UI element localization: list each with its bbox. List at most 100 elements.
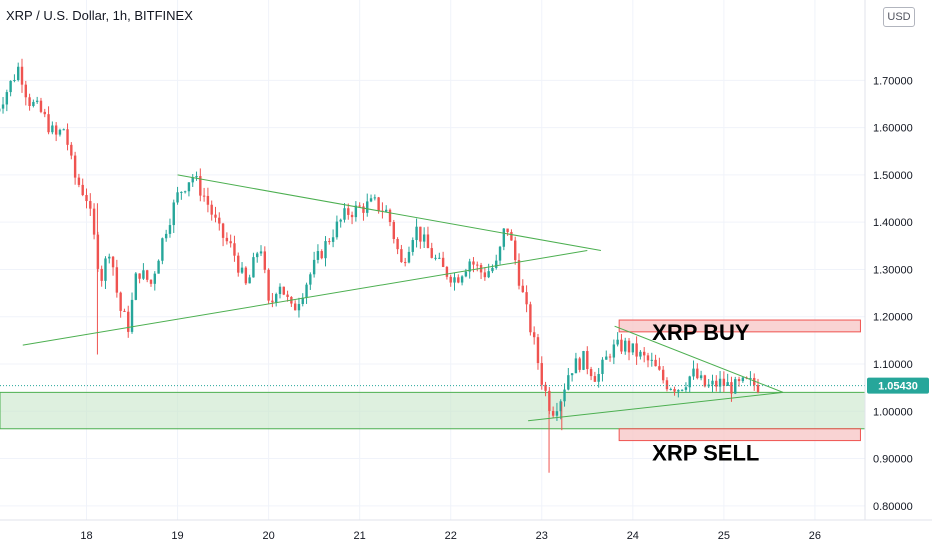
candle-body bbox=[36, 101, 38, 102]
price-tick-label: 1.00000 bbox=[873, 406, 913, 418]
candle-body bbox=[670, 389, 672, 390]
candle-body bbox=[734, 379, 736, 393]
candle-body bbox=[351, 215, 353, 217]
candle-body bbox=[267, 270, 269, 301]
candle-body bbox=[666, 380, 668, 389]
candle-body bbox=[286, 295, 288, 297]
candle-body bbox=[442, 258, 444, 267]
price-tick-label: 1.60000 bbox=[873, 123, 913, 135]
candle-body bbox=[590, 369, 592, 376]
candle-body bbox=[309, 274, 311, 284]
candle-body bbox=[245, 268, 247, 284]
candle-body bbox=[283, 287, 285, 295]
candle-body bbox=[757, 385, 759, 392]
candle-body bbox=[55, 125, 57, 134]
candle-body bbox=[457, 277, 459, 282]
candle-body bbox=[495, 261, 497, 268]
candle-body bbox=[180, 192, 182, 193]
price-tick-label: 1.50000 bbox=[873, 170, 913, 182]
candle-body bbox=[184, 191, 186, 192]
candle-body bbox=[651, 360, 653, 361]
candle-body bbox=[704, 375, 706, 386]
candle-body bbox=[51, 125, 53, 132]
candle-body bbox=[317, 251, 319, 260]
candle-body bbox=[157, 261, 159, 274]
candle-body bbox=[207, 196, 209, 205]
candle-body bbox=[226, 238, 228, 241]
candle-body bbox=[571, 373, 573, 375]
price-tick-label: 1.10000 bbox=[873, 359, 913, 371]
candle-body bbox=[529, 304, 531, 332]
candle-body bbox=[9, 81, 11, 92]
candle-body bbox=[332, 237, 334, 242]
candle-body bbox=[450, 277, 452, 283]
candle-body bbox=[419, 227, 421, 242]
candle-body bbox=[601, 360, 603, 374]
candle-body bbox=[525, 292, 527, 304]
candle-body bbox=[635, 343, 637, 356]
candle-body bbox=[628, 341, 630, 353]
candle-body bbox=[154, 274, 156, 284]
candle-body bbox=[321, 251, 323, 258]
candle-body bbox=[396, 239, 398, 249]
candle-body bbox=[491, 268, 493, 271]
candle-body bbox=[275, 294, 277, 302]
candle-body bbox=[142, 270, 144, 278]
candle-body bbox=[400, 249, 402, 262]
candle-body bbox=[431, 248, 433, 258]
candle-body bbox=[510, 232, 512, 240]
candle-body bbox=[176, 192, 178, 202]
candle-body bbox=[377, 197, 379, 210]
candle-body bbox=[161, 238, 163, 261]
candle-body bbox=[271, 301, 273, 303]
candle-body bbox=[78, 178, 80, 185]
candle-body bbox=[294, 304, 296, 311]
candle-body bbox=[723, 379, 725, 386]
candle-body bbox=[17, 67, 19, 80]
sell-zone-label: XRP SELL bbox=[652, 441, 759, 466]
candle-body bbox=[237, 256, 239, 273]
last-price-tag: 1.05430 bbox=[867, 378, 929, 394]
candle-body bbox=[681, 390, 683, 391]
candle-body bbox=[85, 195, 87, 201]
last-price-value: 1.05430 bbox=[878, 381, 918, 393]
time-tick-label: 23 bbox=[536, 530, 548, 542]
candle-body bbox=[195, 176, 197, 177]
candle-body bbox=[146, 270, 148, 280]
candle-body bbox=[28, 97, 30, 106]
candle-body bbox=[93, 209, 95, 235]
candle-body bbox=[313, 260, 315, 274]
candle-body bbox=[21, 67, 23, 85]
candle-body bbox=[620, 340, 622, 352]
candle-body bbox=[503, 229, 505, 247]
candle-body bbox=[252, 257, 254, 277]
candle-body bbox=[70, 145, 72, 156]
candle-body bbox=[700, 375, 702, 378]
candle-body bbox=[229, 241, 231, 243]
price-tick-label: 1.20000 bbox=[873, 312, 913, 324]
candle-body bbox=[25, 85, 27, 98]
time-tick-label: 26 bbox=[809, 530, 821, 542]
currency-button[interactable]: USD bbox=[883, 7, 915, 27]
candle-body bbox=[358, 206, 360, 207]
candle-body bbox=[339, 220, 341, 222]
candle-body bbox=[214, 215, 216, 218]
candle-body bbox=[82, 185, 84, 195]
candle-body bbox=[328, 241, 330, 242]
price-tick-label: 1.70000 bbox=[873, 75, 913, 87]
candle-body bbox=[552, 411, 554, 416]
candle-body bbox=[427, 234, 429, 248]
candle-body bbox=[404, 262, 406, 263]
time-axis-panel[interactable] bbox=[0, 520, 932, 550]
sell-zone bbox=[619, 429, 860, 441]
candle-body bbox=[537, 337, 539, 363]
candle-body bbox=[677, 390, 679, 392]
candle-body bbox=[188, 182, 190, 191]
candle-body bbox=[112, 257, 114, 268]
candle-body bbox=[89, 201, 91, 209]
candle-body bbox=[135, 273, 137, 299]
candle-body bbox=[514, 241, 516, 261]
candle-body bbox=[233, 243, 235, 255]
